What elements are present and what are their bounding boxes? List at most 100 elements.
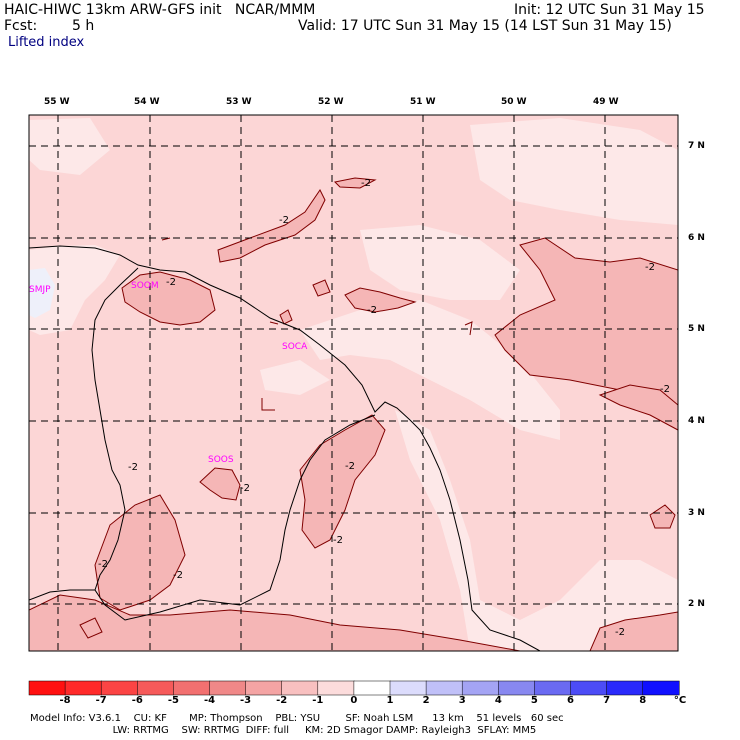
contour-label: -2	[645, 262, 655, 273]
colorbar-swatch	[245, 680, 283, 696]
dark-field-region	[217, 189, 326, 263]
model-info-line-2: LW: RRTMG SW: RRTMG DIFF: full KM: 2D Sm…	[30, 725, 537, 736]
lat-label: 7 N	[688, 141, 705, 151]
colorbar-swatch	[389, 680, 427, 696]
dark-field-region	[121, 271, 216, 326]
colorbar-swatch	[534, 680, 572, 696]
contour-line	[269, 321, 279, 325]
lat-label: 4 N	[688, 416, 705, 426]
contour-line	[161, 237, 171, 241]
lon-label: 53 W	[226, 97, 252, 107]
graticule	[29, 115, 678, 651]
lat-label: 3 N	[688, 508, 705, 518]
colorbar-swatch	[461, 680, 500, 696]
light-field-region	[470, 118, 678, 225]
model-info-line-1: Model Info: V3.6.1 CU: KF MP: Thompson P…	[30, 713, 564, 724]
lon-label: 49 W	[593, 97, 619, 107]
contour-label: -2	[367, 305, 377, 316]
soos-station-label: SOOS	[208, 455, 234, 465]
lon-label: 55 W	[44, 97, 70, 107]
colorbar-label: -3	[240, 695, 252, 706]
colorbar	[28, 680, 680, 696]
colorbar-swatch	[28, 680, 66, 696]
colorbar-label: 6	[567, 695, 574, 706]
lon-label: 54 W	[134, 97, 160, 107]
country-border	[29, 589, 95, 601]
colorbar-unit: °C	[673, 695, 687, 706]
dark-field-region	[279, 309, 293, 325]
colorbar-label: -7	[95, 695, 107, 706]
fcst-label: Fcst:	[4, 18, 38, 34]
contour-label: -2	[166, 277, 176, 288]
colorbar-swatch	[606, 680, 644, 696]
light-field-region	[360, 225, 520, 300]
contour-label: -2	[279, 215, 289, 226]
contour-label: -2	[128, 462, 138, 473]
light-field-region	[260, 360, 330, 395]
contour-line	[464, 321, 473, 336]
dark-field-region	[312, 279, 331, 297]
contour-label: -2	[660, 384, 670, 395]
colorbar-swatch	[353, 680, 391, 696]
colorbar-swatch	[64, 680, 102, 696]
lat-label: 5 N	[688, 324, 705, 334]
lon-label: 50 W	[501, 97, 527, 107]
colorbar-label: -2	[276, 695, 288, 706]
light-field-region	[395, 410, 678, 651]
dark-field-region	[649, 504, 676, 529]
colorbar-label: 8	[639, 695, 647, 706]
soom-station-label: SOOM	[131, 281, 159, 291]
dark-field-region	[299, 414, 386, 549]
colorbar-swatch	[100, 680, 139, 696]
dark-field-region	[598, 384, 678, 431]
colorbar-swatch	[281, 680, 319, 696]
smjp-station-label: SMJP	[29, 285, 51, 295]
dark-field-region	[29, 594, 521, 651]
colorbar-label: 5	[530, 695, 538, 706]
light-field-region	[300, 300, 560, 440]
valid-time: Valid: 17 UTC Sun 31 May 15 (14 LST Sun …	[298, 18, 672, 34]
soca-station-label: SOCA	[282, 342, 308, 352]
dark-field-region	[333, 177, 377, 189]
contour-label: -2	[173, 570, 183, 581]
contour-line	[261, 398, 275, 411]
dark-field-region	[199, 467, 241, 501]
colorbar-label: -1	[312, 695, 324, 706]
map-frame	[28, 114, 679, 652]
colorbar-swatch	[173, 680, 211, 696]
contour-label: -2	[615, 627, 625, 638]
field-name: Lifted index	[8, 35, 85, 50]
light-field-region	[29, 245, 120, 335]
model-title: HAIC-HIWC 13km ARW-GFS init NCAR/MMM	[4, 2, 316, 18]
colorbar-swatch	[425, 680, 463, 696]
lat-label: 6 N	[688, 233, 705, 243]
colorbar-label: 7	[603, 695, 611, 706]
contour-label: -2	[240, 483, 250, 494]
dark-field-region	[344, 287, 417, 313]
colorbar-label: 4	[494, 695, 502, 706]
dark-field-region	[94, 494, 186, 611]
dark-field-region	[79, 617, 103, 639]
colorbar-label: 1	[386, 695, 394, 706]
init-time: Init: 12 UTC Sun 31 May 15	[514, 2, 705, 18]
colorbar-label: -6	[131, 695, 143, 706]
fcst-value: 5 h	[72, 18, 95, 34]
colorbar-swatch	[570, 680, 608, 696]
colorbar-swatch	[137, 680, 175, 696]
colorbar-label: -4	[203, 695, 216, 706]
coastline	[29, 245, 541, 651]
contour-label: -2	[333, 535, 343, 546]
colorbar-swatch	[317, 680, 355, 696]
colorbar-swatch	[498, 680, 536, 696]
colorbar-swatch	[642, 680, 680, 696]
contour-label: -2	[361, 178, 371, 189]
contour-label: -2	[345, 461, 355, 472]
lon-label: 52 W	[318, 97, 344, 107]
colorbar-swatch	[209, 680, 247, 696]
lat-label: 2 N	[688, 599, 705, 609]
colorbar-label: 3	[458, 695, 466, 706]
lon-label: 51 W	[410, 97, 436, 107]
colorbar-label: 0	[350, 695, 358, 706]
contour-label: -2	[98, 559, 108, 570]
